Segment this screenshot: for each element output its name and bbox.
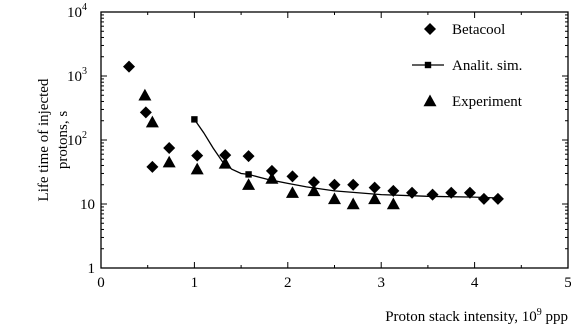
legend-label: Experiment: [452, 94, 523, 110]
y-axis-label-line-1: Life time of injected: [36, 78, 52, 201]
legend-label: Analit. sim.: [452, 58, 522, 74]
data-point: [219, 149, 232, 162]
y-tick-label: 102: [67, 130, 87, 149]
data-point: [463, 186, 476, 199]
y-tick-label-exponent: 2: [82, 130, 87, 141]
data-point: [265, 164, 278, 177]
x-tick-label: 4: [471, 275, 479, 291]
y-tick-label-exponent: 4: [82, 2, 87, 13]
y-tick-label: 10: [80, 197, 95, 213]
data-point: [190, 162, 204, 175]
y-tick-label-exponent: 3: [82, 66, 87, 77]
data-point: [307, 176, 320, 189]
series-line: [193, 119, 498, 199]
x-axis-ticks: 0 1 2 3 4 5: [97, 12, 571, 291]
y-tick-label: 103: [67, 66, 87, 85]
legend-marker: [424, 23, 436, 35]
data-point: [285, 186, 299, 198]
data-point: [491, 192, 504, 205]
x-tick-label: 5: [564, 275, 571, 291]
data-point: [328, 192, 341, 205]
data-point: [445, 186, 458, 199]
data-point: [426, 188, 439, 201]
data-point: [477, 192, 490, 205]
x-tick-label: 0: [97, 275, 105, 291]
data-point: [123, 60, 136, 73]
data-point: [406, 186, 419, 199]
data-point: [346, 197, 360, 210]
series-triangle: [138, 88, 400, 210]
series-diamond: [123, 60, 504, 205]
data-point: [145, 115, 159, 128]
data-point: [245, 171, 252, 178]
data-point: [386, 197, 400, 210]
data-point: [328, 178, 341, 191]
data-point: [347, 178, 360, 191]
data-point: [242, 178, 256, 190]
data-point: [139, 106, 152, 119]
data-point: [191, 116, 198, 123]
legend-label: Betacool: [452, 22, 505, 38]
plot-border: [100, 11, 569, 269]
x-tick-label: 1: [191, 275, 199, 291]
data-point: [307, 184, 321, 197]
legend: Betacool Analit. sim. Experiment: [412, 22, 523, 110]
plot-frame: [100, 11, 569, 269]
y-axis-label-line-2: protons, s: [55, 111, 71, 170]
x-axis-label-unit: ppp: [542, 309, 568, 325]
data-point: [162, 155, 176, 168]
data-point: [163, 141, 176, 154]
x-tick-label: 3: [377, 275, 385, 291]
data-point: [138, 88, 152, 101]
x-tick-label: 2: [284, 275, 292, 291]
series-square: [191, 116, 498, 199]
series-layer: [123, 60, 504, 210]
x-axis-label-exponent: 9: [537, 307, 542, 318]
y-tick-label-base: 10: [67, 69, 82, 85]
legend-marker: [423, 94, 437, 107]
y-tick-label: 104: [67, 2, 87, 21]
data-point: [286, 170, 299, 183]
y-tick-label-base: 10: [67, 133, 82, 149]
data-point: [218, 156, 232, 169]
data-point: [265, 172, 279, 184]
data-point: [368, 192, 382, 205]
data-point: [146, 160, 159, 173]
data-point: [368, 181, 381, 194]
data-point: [191, 149, 204, 162]
y-tick-label-base: 10: [67, 5, 82, 21]
legend-marker: [424, 61, 432, 69]
data-point: [242, 150, 255, 163]
data-point: [387, 184, 400, 197]
y-tick-label: 1: [88, 261, 96, 277]
x-axis-label: Proton stack intensity, 109 ppp: [385, 307, 568, 325]
x-axis-label-text: Proton stack intensity, 10: [385, 309, 537, 325]
